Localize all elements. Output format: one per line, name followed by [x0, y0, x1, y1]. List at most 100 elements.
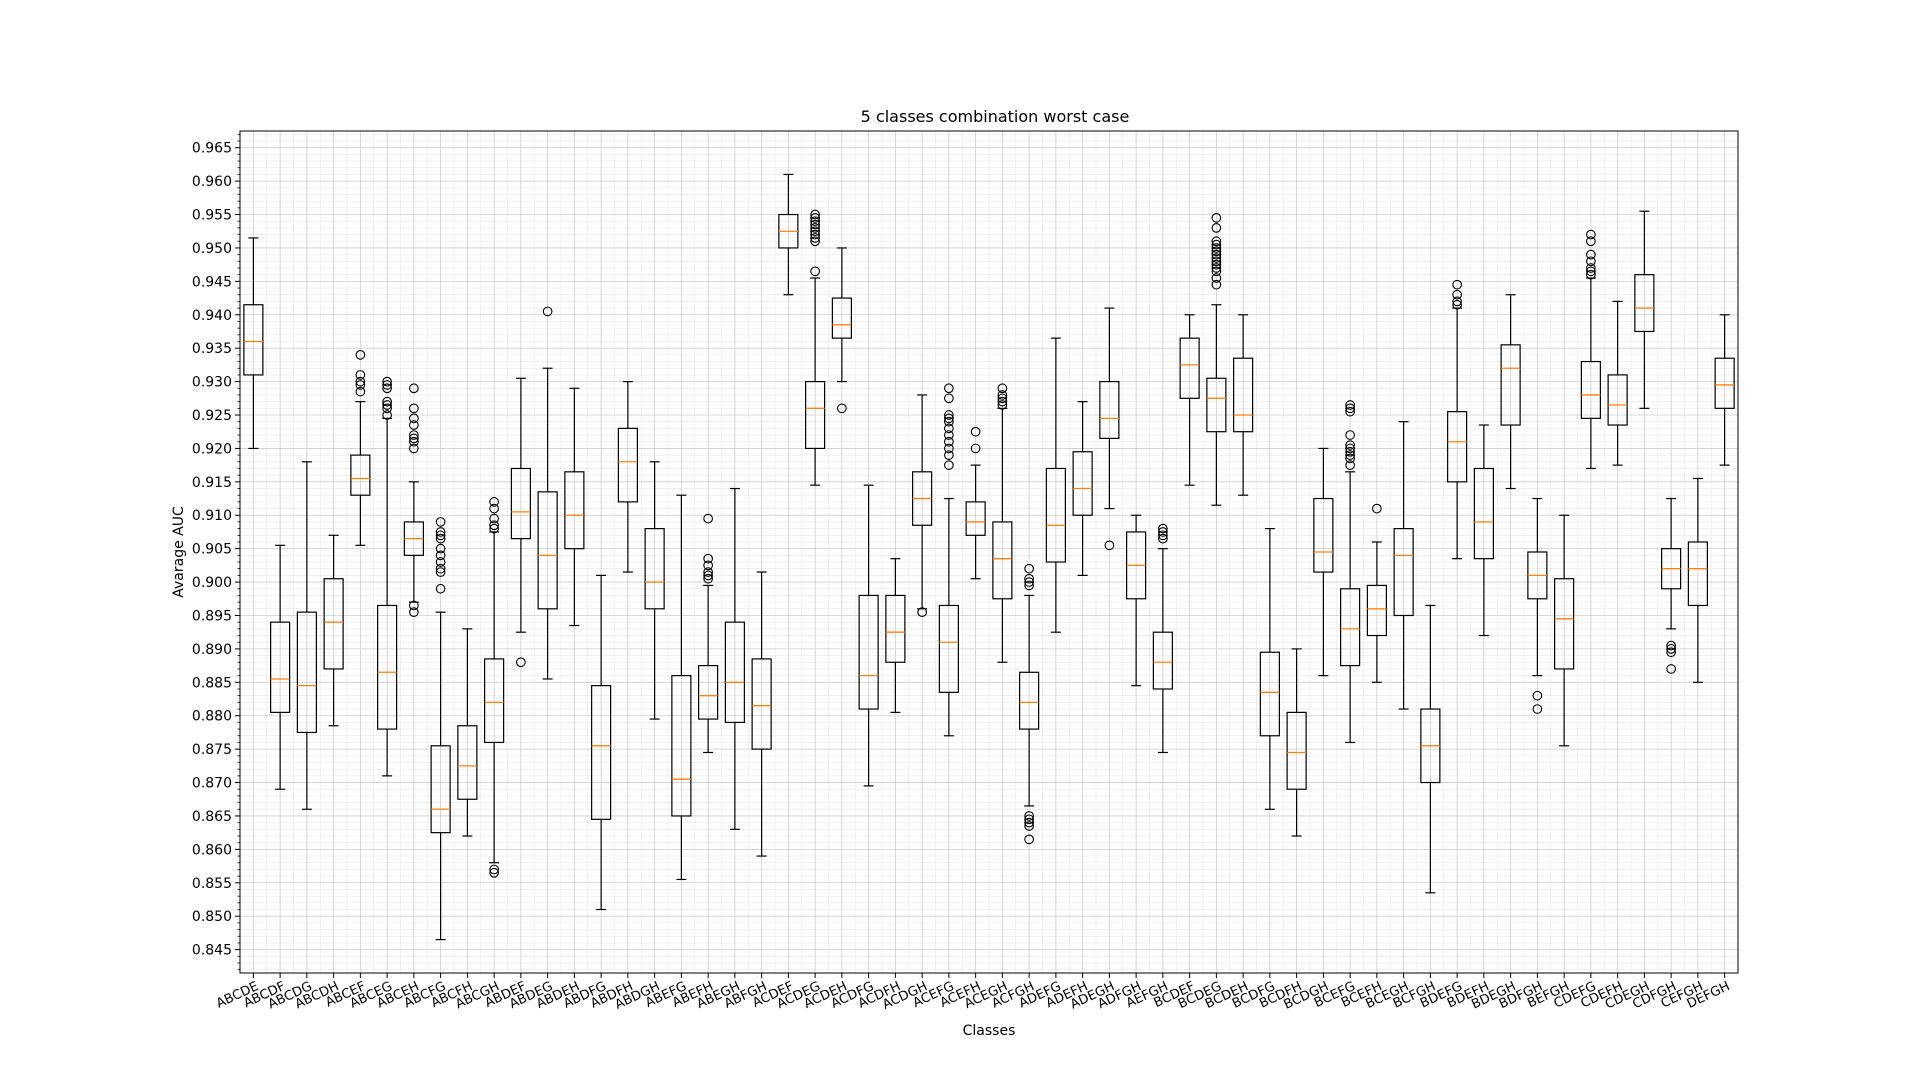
outlier-point	[1666, 640, 1676, 651]
box-BCDEH	[1233, 314, 1254, 496]
outlier-point	[944, 430, 954, 440]
outlier-point	[1666, 647, 1676, 658]
outlier-point	[1345, 453, 1355, 464]
outlier-point	[997, 390, 1008, 400]
outlier-point	[837, 403, 847, 414]
box-iqr	[1473, 467, 1494, 560]
outlier-point	[1024, 563, 1034, 574]
box-iqr	[1313, 497, 1334, 573]
outlier-point	[1211, 256, 1222, 267]
box-ADEGH	[1099, 307, 1120, 551]
outlier-point	[703, 567, 713, 577]
outlier-point	[382, 383, 392, 394]
box-iqr	[296, 611, 317, 734]
outlier-point	[703, 513, 713, 524]
box-ABCDE	[243, 237, 264, 450]
box-ABCFG	[430, 517, 451, 941]
outlier-point	[355, 370, 366, 380]
outlier-point	[435, 530, 446, 541]
outlier-point	[1345, 440, 1355, 450]
box-CEFGH	[1687, 477, 1708, 683]
box-ACDFH	[885, 558, 906, 713]
box-ABDFH	[617, 380, 638, 573]
outlier-point	[409, 413, 419, 424]
box-BDFGH	[1527, 497, 1548, 714]
outlier-point	[810, 266, 820, 277]
box-iqr	[965, 501, 986, 536]
box-iqr	[805, 380, 826, 450]
box-BDEGH	[1500, 294, 1521, 490]
outlier-point	[944, 460, 954, 470]
y-tick-label: 0.965	[192, 141, 232, 157]
box-CDEFH	[1607, 300, 1628, 466]
box-ACDGH	[912, 394, 933, 617]
outlier-point	[1211, 223, 1222, 233]
box-iqr	[350, 454, 371, 496]
outlier-point	[409, 436, 419, 447]
box-iqr	[1019, 671, 1040, 730]
outlier-point	[1345, 446, 1355, 457]
y-tick-label: 0.955	[192, 208, 232, 224]
box-BEFGH	[1554, 514, 1575, 747]
outlier-point	[1372, 503, 1382, 514]
outlier-point	[1158, 527, 1168, 537]
box-iqr	[564, 471, 585, 550]
outlier-point	[1452, 289, 1462, 300]
box-BCDEF	[1179, 314, 1200, 486]
outlier-point	[516, 657, 526, 668]
outlier-point	[435, 567, 446, 577]
y-tick-label: 0.855	[192, 876, 232, 892]
outlier-point	[1024, 577, 1034, 587]
outlier-point	[409, 403, 419, 414]
outlier-point	[1532, 690, 1543, 701]
box-iqr	[858, 594, 879, 710]
box-ACEGH	[992, 383, 1013, 663]
box-BCDFH	[1286, 648, 1307, 837]
box-iqr	[1233, 357, 1254, 433]
outlier-point	[944, 423, 954, 434]
outlier-point	[1024, 811, 1034, 821]
box-ACEFG	[938, 383, 959, 737]
outlier-point	[810, 219, 820, 230]
outlier-point	[944, 416, 954, 427]
outlier-point	[355, 350, 366, 360]
box-iqr	[1607, 374, 1628, 426]
box-iqr	[510, 467, 531, 540]
outlier-point	[810, 213, 820, 223]
box-iqr	[430, 745, 451, 834]
box-ABCEF	[350, 350, 371, 546]
outlier-point	[944, 383, 954, 394]
box-iqr	[1340, 588, 1361, 667]
outlier-point	[489, 513, 499, 524]
box-iqr	[1045, 467, 1066, 563]
outlier-point	[1024, 814, 1034, 825]
outlier-point	[997, 400, 1008, 410]
outlier-point	[1345, 460, 1355, 470]
outlier-point	[1345, 430, 1355, 440]
box-ABCEG	[377, 376, 398, 777]
outlier-point	[489, 497, 499, 507]
box-BCFGH	[1420, 604, 1441, 894]
box-iqr	[1259, 651, 1280, 737]
y-axis-label: Avarage AUC	[171, 506, 187, 598]
box-iqr	[885, 594, 906, 663]
outlier-point	[409, 607, 419, 617]
box-ABCGH	[484, 497, 505, 878]
box-DEFGH	[1714, 314, 1735, 466]
chart-title: 5 classes combination worst case	[861, 107, 1130, 126]
box-layer	[243, 173, 1735, 941]
outlier-point	[1452, 299, 1462, 310]
outlier-point	[382, 376, 392, 387]
outlier-point	[944, 436, 954, 447]
outlier-point	[970, 426, 981, 437]
outlier-point	[1586, 229, 1596, 240]
outlier-point	[1211, 263, 1222, 273]
box-ABCFH	[457, 628, 478, 837]
y-tick-label: 0.875	[192, 742, 232, 758]
outlier-point	[1345, 406, 1355, 417]
box-iqr	[457, 725, 478, 800]
outlier-point	[1211, 253, 1222, 263]
outlier-point	[382, 410, 392, 420]
